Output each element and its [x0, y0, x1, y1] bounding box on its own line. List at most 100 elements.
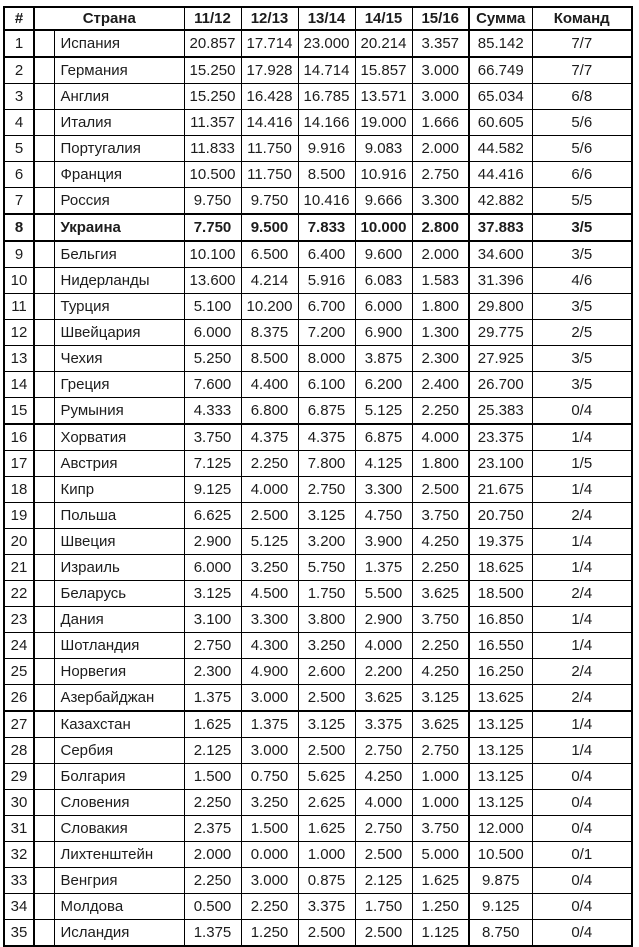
- teams-cell: 1/4: [531, 528, 633, 555]
- flag-cell: [33, 450, 55, 477]
- season-value-cell: 3.357: [411, 29, 470, 58]
- sum-cell: 9.875: [468, 867, 533, 894]
- header-country: Страна: [33, 6, 185, 31]
- season-value-cell: 4.214: [240, 267, 299, 294]
- rank-cell: 3: [3, 83, 35, 110]
- season-value-cell: 4.000: [240, 476, 299, 503]
- season-value-cell: 15.250: [183, 56, 242, 84]
- header-sum: Сумма: [468, 6, 533, 31]
- season-value-cell: 6.875: [297, 397, 356, 425]
- season-value-cell: 8.500: [297, 161, 356, 188]
- season-value-cell: 1.250: [240, 919, 299, 947]
- table-row: 27 Казахстан 1.625 1.375 3.125 3.375 3.625 13.1…: [3, 710, 633, 738]
- teams-cell: 1/4: [531, 632, 633, 659]
- teams-cell: 2/5: [531, 319, 633, 346]
- sum-cell: 27.925: [468, 345, 533, 372]
- season-value-cell: 2.800: [411, 213, 470, 242]
- sum-cell: 42.882: [468, 187, 533, 215]
- country-cell: Исландия: [53, 919, 185, 947]
- country-cell: Россия: [53, 187, 185, 215]
- flag-cell: [33, 632, 55, 659]
- rank-cell: 21: [3, 554, 35, 581]
- country-cell: Италия: [53, 109, 185, 136]
- sum-cell: 20.750: [468, 502, 533, 529]
- table-row: 25 Норвегия 2.300 4.900 2.600 2.200 4.250 16.25…: [3, 658, 633, 685]
- sum-cell: 18.500: [468, 580, 533, 607]
- teams-cell: 3/5: [531, 371, 633, 398]
- season-value-cell: 2.250: [411, 554, 470, 581]
- season-value-cell: 2.250: [183, 789, 242, 816]
- table-row: 28 Сербия 2.125 3.000 2.500 2.750 2.750 13.125 1…: [3, 737, 633, 764]
- country-cell: Хорватия: [53, 423, 185, 451]
- season-value-cell: 1.375: [183, 919, 242, 947]
- rank-cell: 6: [3, 161, 35, 188]
- season-value-cell: 23.000: [297, 29, 356, 58]
- season-value-cell: 1.500: [240, 815, 299, 842]
- flag-cell: [33, 789, 55, 816]
- sum-cell: 85.142: [468, 29, 533, 58]
- season-value-cell: 8.375: [240, 319, 299, 346]
- season-value-cell: 15.250: [183, 83, 242, 110]
- season-value-cell: 3.000: [240, 867, 299, 894]
- season-value-cell: 1.625: [297, 815, 356, 842]
- season-value-cell: 4.125: [354, 450, 413, 477]
- country-cell: Молдова: [53, 893, 185, 920]
- flag-cell: [33, 213, 55, 242]
- season-value-cell: 3.875: [354, 345, 413, 372]
- season-value-cell: 2.125: [183, 737, 242, 764]
- season-value-cell: 4.375: [240, 423, 299, 451]
- season-value-cell: 3.300: [411, 187, 470, 215]
- flag-cell: [33, 763, 55, 790]
- country-cell: Германия: [53, 56, 185, 84]
- season-value-cell: 17.714: [240, 29, 299, 58]
- table-row: 15 Румыния 4.333 6.800 6.875 5.125 2.250 25.383…: [3, 397, 633, 425]
- flag-cell: [33, 554, 55, 581]
- flag-cell: [33, 606, 55, 633]
- rank-cell: 30: [3, 789, 35, 816]
- flag-cell: [33, 815, 55, 842]
- country-cell: Бельгия: [53, 240, 185, 268]
- table-row: 26 Азербайджан 1.375 3.000 2.500 3.625 3.125 13…: [3, 684, 633, 712]
- season-value-cell: 1.125: [411, 919, 470, 947]
- season-value-cell: 2.300: [183, 658, 242, 685]
- season-value-cell: 9.750: [240, 187, 299, 215]
- sum-cell: 13.125: [468, 737, 533, 764]
- table-row: 9 Бельгия 10.100 6.500 6.400 9.600 2.000 34.600…: [3, 240, 633, 268]
- season-value-cell: 2.250: [240, 893, 299, 920]
- season-value-cell: 4.375: [297, 423, 356, 451]
- sum-cell: 13.125: [468, 763, 533, 790]
- rank-cell: 31: [3, 815, 35, 842]
- rank-cell: 8: [3, 213, 35, 242]
- season-value-cell: 2.000: [183, 841, 242, 868]
- season-value-cell: 5.500: [354, 580, 413, 607]
- country-cell: Польша: [53, 502, 185, 529]
- season-value-cell: 2.300: [411, 345, 470, 372]
- sum-cell: 13.125: [468, 710, 533, 738]
- rank-cell: 34: [3, 893, 35, 920]
- flag-cell: [33, 29, 55, 58]
- flag-cell: [33, 319, 55, 346]
- rank-cell: 12: [3, 319, 35, 346]
- season-value-cell: 0.000: [240, 841, 299, 868]
- table-row: 5 Португалия 11.833 11.750 9.916 9.083 2.000 44…: [3, 135, 633, 162]
- season-value-cell: 9.750: [183, 187, 242, 215]
- teams-cell: 1/4: [531, 476, 633, 503]
- season-value-cell: 6.800: [240, 397, 299, 425]
- season-value-cell: 2.750: [411, 161, 470, 188]
- season-value-cell: 3.125: [411, 684, 470, 712]
- season-value-cell: 2.500: [354, 919, 413, 947]
- season-value-cell: 5.625: [297, 763, 356, 790]
- season-value-cell: 20.214: [354, 29, 413, 58]
- table-row: 33 Венгрия 2.250 3.000 0.875 2.125 1.625 9.875 0…: [3, 867, 633, 894]
- season-value-cell: 14.166: [297, 109, 356, 136]
- country-cell: Чехия: [53, 345, 185, 372]
- season-value-cell: 4.250: [411, 528, 470, 555]
- season-value-cell: 1.375: [354, 554, 413, 581]
- sum-cell: 65.034: [468, 83, 533, 110]
- table-row: 21 Израиль 6.000 3.250 5.750 1.375 2.250 18.625…: [3, 554, 633, 581]
- season-value-cell: 1.800: [411, 293, 470, 320]
- season-value-cell: 1.500: [183, 763, 242, 790]
- rank-cell: 15: [3, 397, 35, 425]
- season-value-cell: 13.571: [354, 83, 413, 110]
- sum-cell: 19.375: [468, 528, 533, 555]
